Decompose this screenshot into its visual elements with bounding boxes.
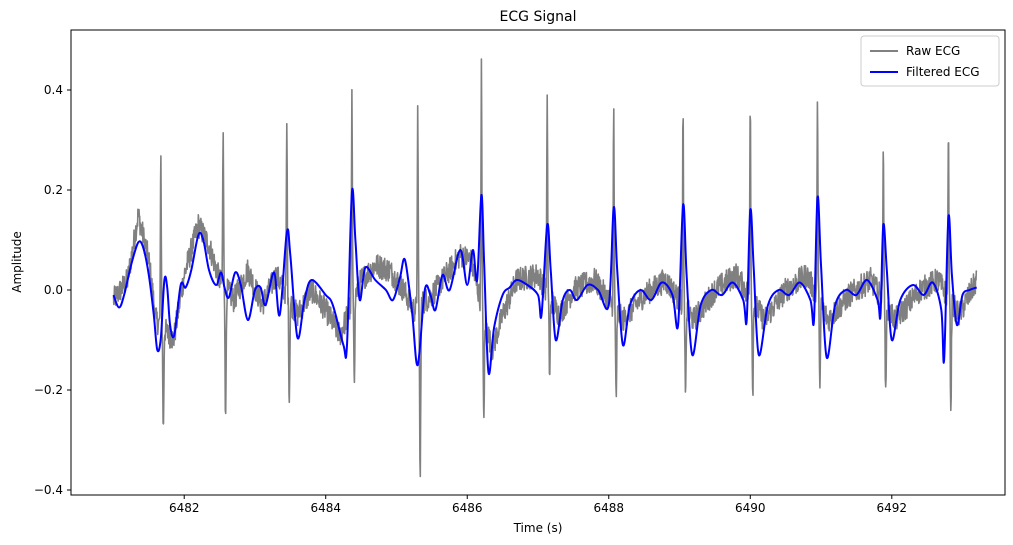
axis-ticks: 6482 6484 6486 6488 6490 6492 −0.4 −0.2 0.0 0.2 0.… — [34, 83, 907, 515]
legend-label: Filtered ECG — [906, 65, 980, 79]
x-tick-label: 6492 — [877, 501, 908, 515]
y-axis-label: Amplitude — [10, 231, 24, 293]
x-tick-label: 6484 — [310, 501, 341, 515]
y-tick-label: 0.2 — [44, 183, 63, 197]
y-tick-label: −0.2 — [34, 383, 63, 397]
y-tick-label: −0.4 — [34, 483, 63, 497]
filtered-ecg-line — [112, 188, 978, 376]
plot-area — [112, 58, 978, 478]
x-tick-label: 6482 — [169, 501, 200, 515]
y-tick-label: 0.4 — [44, 83, 63, 97]
x-tick-label: 6486 — [452, 501, 483, 515]
y-tick-label: 0.0 — [44, 283, 63, 297]
chart-title: ECG Signal — [500, 9, 577, 25]
axes-frame — [70, 29, 1006, 496]
x-axis-label: Time (s) — [513, 521, 563, 535]
legend-box — [860, 35, 1000, 87]
legend: Raw ECG Filtered ECG — [860, 35, 1000, 87]
x-tick-label: 6488 — [593, 501, 624, 515]
x-tick-label: 6490 — [735, 501, 766, 515]
legend-label: Raw ECG — [906, 44, 960, 58]
